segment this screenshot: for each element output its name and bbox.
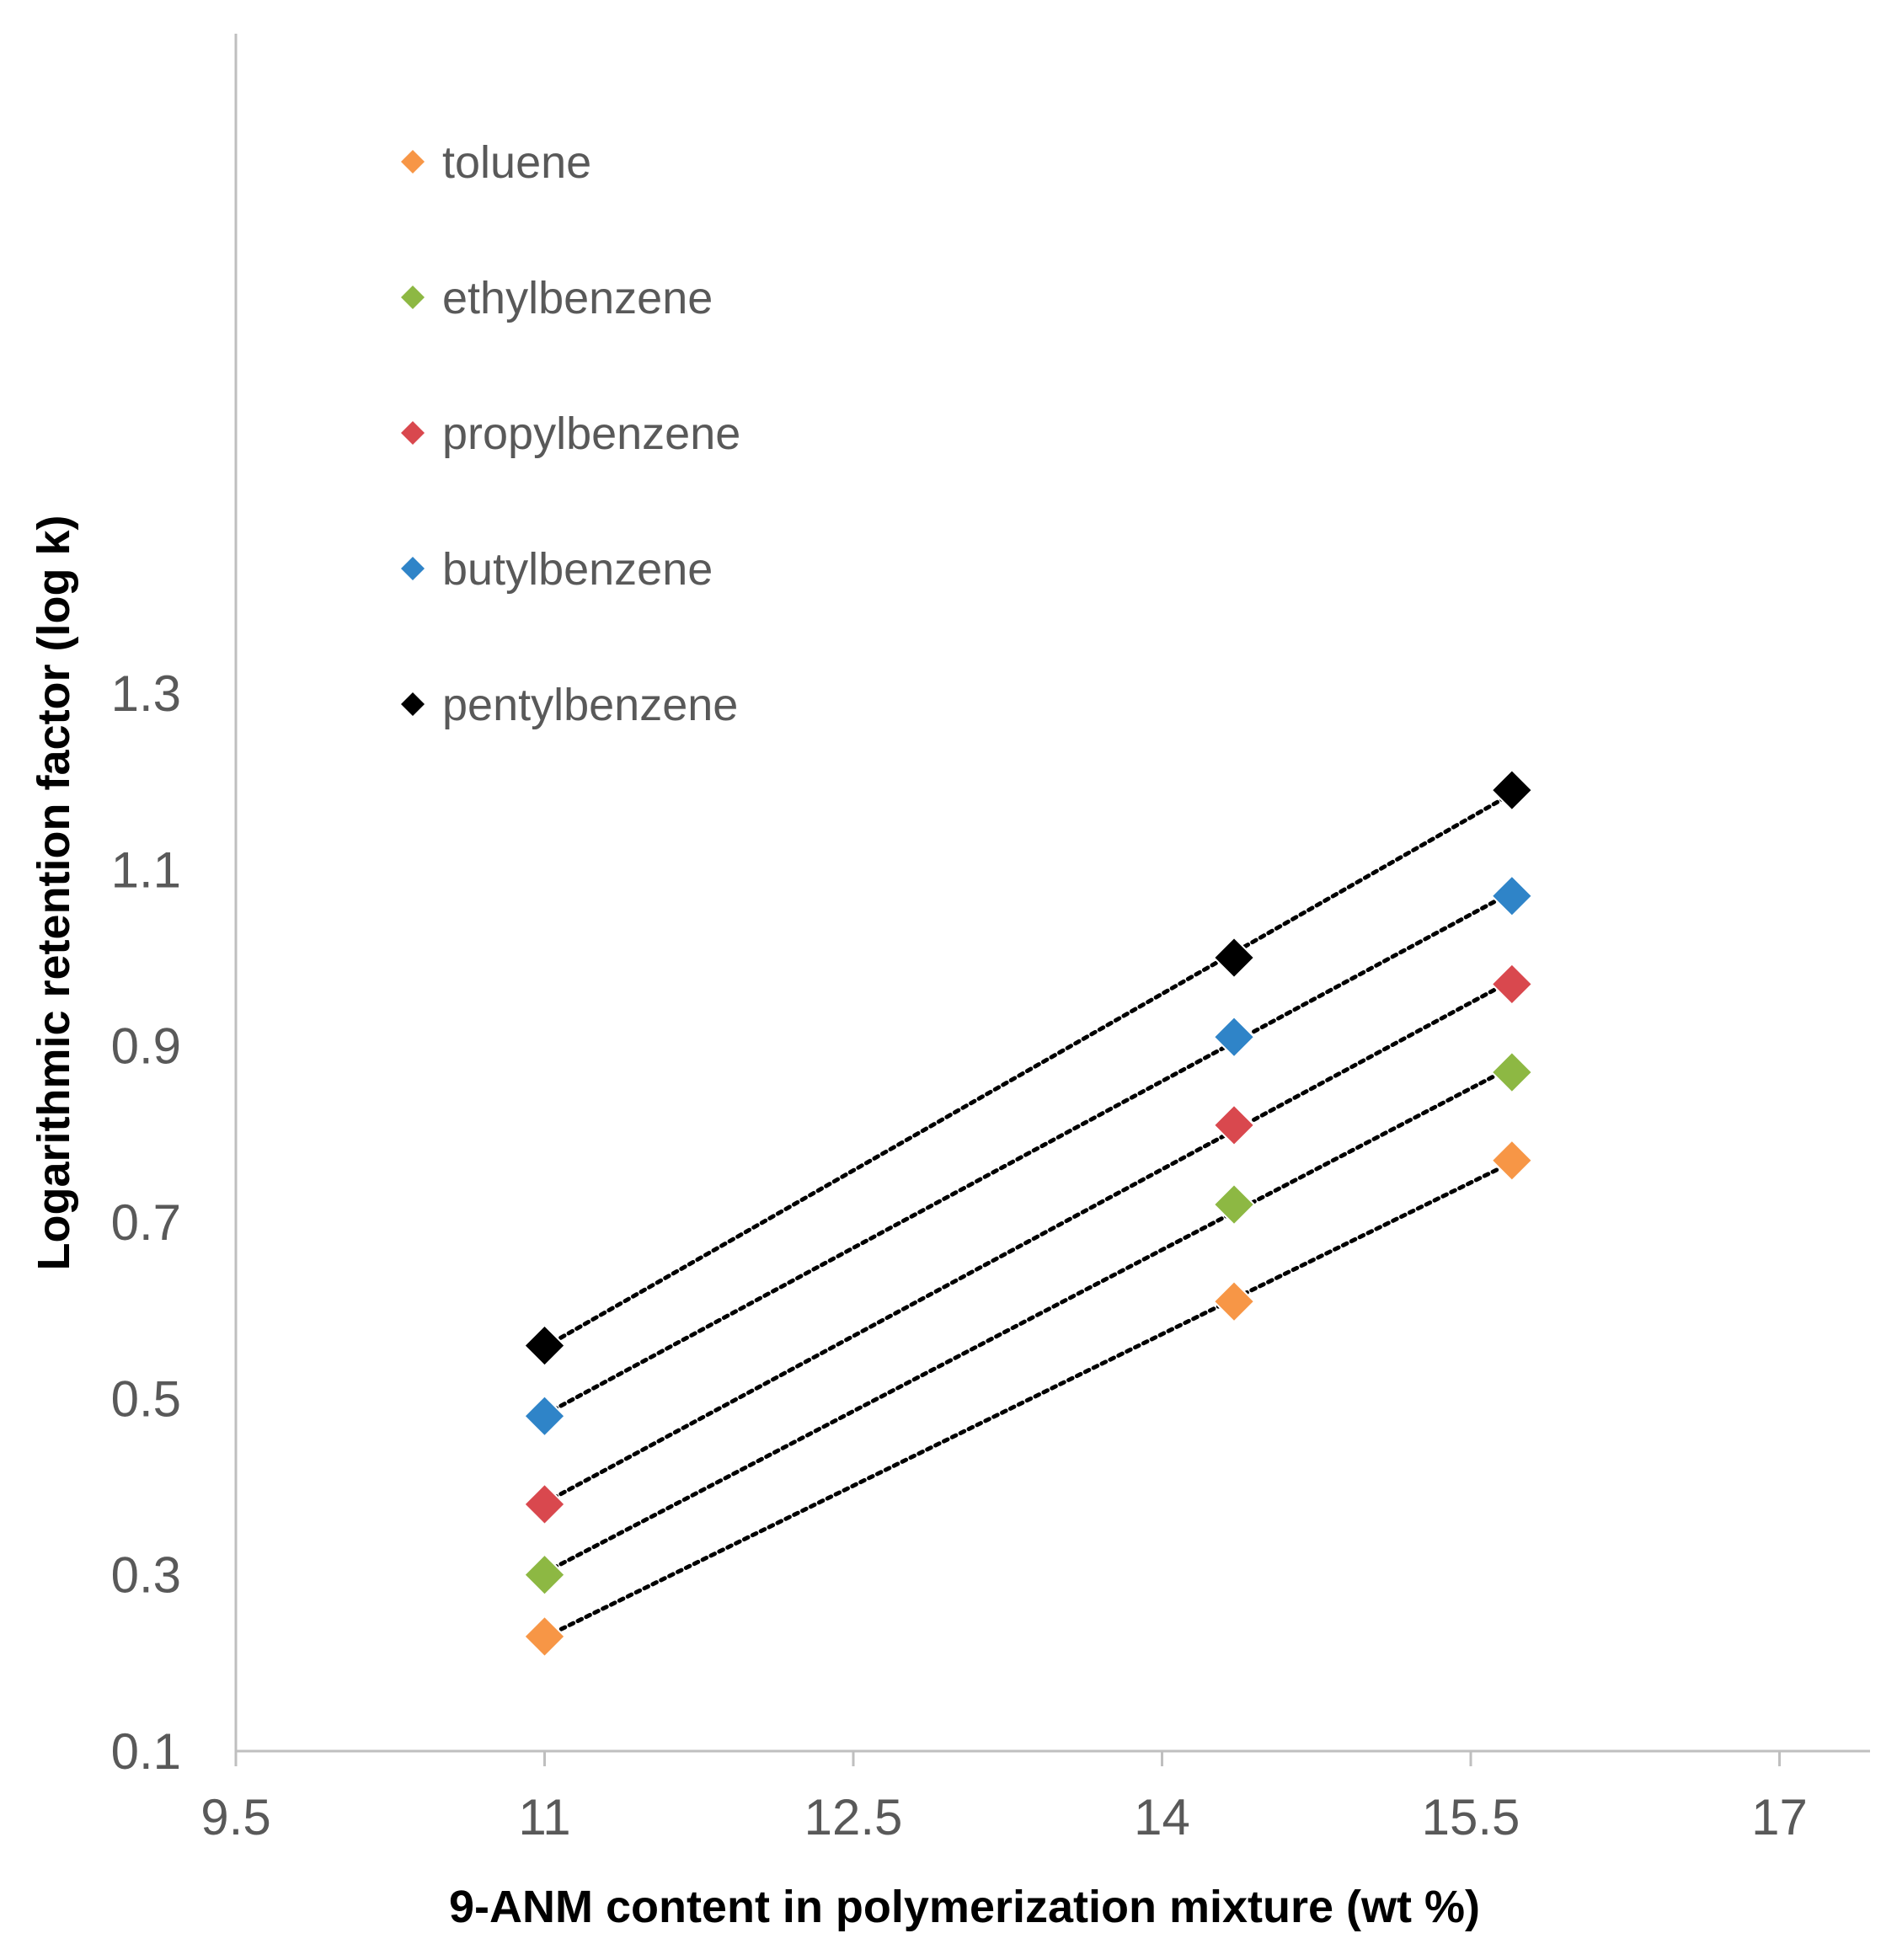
data-point-propylbenzene (523, 1482, 566, 1526)
y-tick-label: 0.1 (111, 1723, 181, 1780)
data-point-butylbenzene (1212, 1015, 1256, 1059)
data-point-toluene (1490, 1139, 1534, 1183)
data-point-toluene (1212, 1279, 1256, 1323)
data-point-pentylbenzene (523, 1324, 566, 1367)
point-layer (523, 768, 1534, 1658)
trendline-layer (542, 791, 1515, 1640)
data-point-ethylbenzene (1490, 1050, 1534, 1094)
data-point-pentylbenzene (1212, 936, 1256, 980)
trendline-butylbenzene (542, 889, 1515, 1417)
y-axis-title: Logarithmic retention factor (log k) (29, 515, 79, 1270)
data-point-toluene (523, 1615, 566, 1658)
data-point-propylbenzene (1212, 1103, 1256, 1147)
y-tick-layer: 0.1 0.3 0.5 0.7 0.9 1.1 1.3 (111, 665, 181, 1780)
legend-marker-butylbenzene (401, 557, 425, 580)
trendline-toluene (542, 1160, 1515, 1640)
x-tick-label: 17 (1751, 1789, 1808, 1845)
x-tick-layer: 9.5 11 12.5 14 15.5 17 (200, 1751, 1808, 1845)
data-point-pentylbenzene (1490, 768, 1534, 812)
data-point-propylbenzene (1490, 962, 1534, 1006)
trendline-ethylbenzene (542, 1065, 1515, 1575)
y-tick-label: 1.3 (111, 665, 181, 722)
x-tick-label: 11 (518, 1789, 570, 1845)
legend-label-ethylbenzene: ethylbenzene (442, 273, 713, 323)
legend-label-butylbenzene: butylbenzene (442, 544, 713, 595)
y-tick-label: 0.5 (111, 1370, 181, 1427)
legend-marker-pentylbenzene (401, 692, 425, 716)
x-tick-label: 15.5 (1422, 1789, 1520, 1845)
x-tick-label: 14 (1134, 1789, 1190, 1845)
trendline-propylbenzene (542, 978, 1515, 1505)
x-axis-title: 9-ANM content in polymerization mixture … (449, 1882, 1480, 1932)
trendline-pentylbenzene (542, 791, 1515, 1349)
legend-marker-ethylbenzene (401, 286, 425, 309)
data-point-butylbenzene (523, 1394, 566, 1438)
legend-marker-propylbenzene (401, 421, 425, 445)
y-tick-label: 1.1 (111, 841, 181, 898)
y-tick-label: 0.7 (111, 1194, 181, 1251)
legend-label-propylbenzene: propylbenzene (442, 409, 740, 459)
legend-label-toluene: toluene (442, 137, 591, 188)
data-point-ethylbenzene (1212, 1183, 1256, 1226)
legend: toluene ethylbenzene propylbenzene butylben… (401, 137, 740, 730)
data-point-ethylbenzene (523, 1553, 566, 1597)
data-point-butylbenzene (1490, 874, 1534, 918)
legend-label-pentylbenzene: pentylbenzene (442, 680, 738, 730)
y-tick-label: 0.9 (111, 1018, 181, 1075)
x-tick-label: 12.5 (804, 1789, 903, 1845)
x-tick-label: 9.5 (200, 1789, 270, 1845)
legend-marker-toluene (401, 150, 425, 174)
y-tick-label: 0.3 (111, 1547, 181, 1604)
axis-layer (234, 34, 1870, 1753)
